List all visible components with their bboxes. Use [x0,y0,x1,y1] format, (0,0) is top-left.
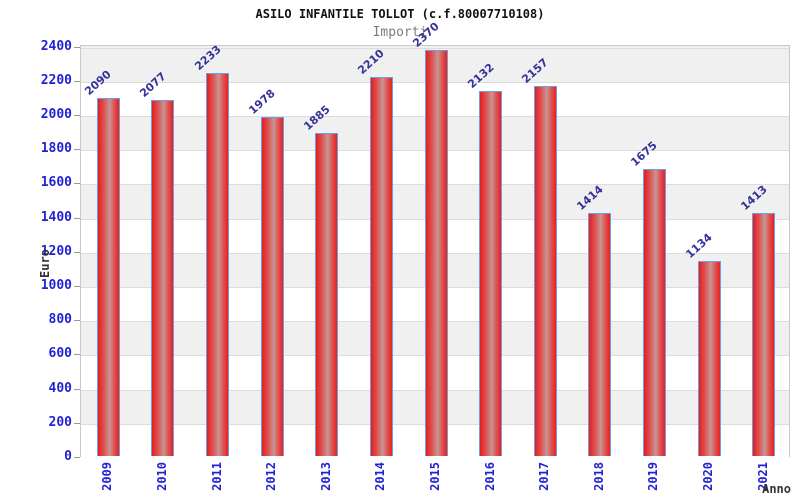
y-tick-mark [74,320,80,322]
y-tick-label: 2400 [40,38,72,54]
y-tick-label: 1400 [40,209,72,225]
x-tick-label: 2010 [155,462,169,491]
y-tick-mark [74,217,80,219]
y-tick-mark [74,183,80,185]
x-tick-label: 2018 [592,462,606,491]
bar [698,261,721,456]
y-tick-label: 800 [48,312,72,328]
gridline [81,47,789,49]
y-tick-label: 2000 [40,107,72,123]
bar [479,91,502,456]
y-tick-mark [74,80,80,82]
bar [370,77,393,456]
bar [206,73,229,456]
x-tick-label: 2011 [210,462,224,491]
y-tick-label: 1800 [40,141,72,157]
y-tick-label: 400 [48,380,72,396]
chart-subtitle: Importi [372,25,428,40]
bar [425,50,448,456]
bar [151,100,174,456]
y-tick-mark [74,115,80,117]
y-tick-label: 1000 [40,278,72,294]
y-tick-label: 200 [48,414,72,430]
y-tick-mark [74,251,80,253]
y-tick-mark [74,286,80,288]
x-tick-label: 2012 [264,462,278,491]
y-tick-label: 1200 [40,243,72,259]
x-tick-label: 2015 [428,462,442,491]
y-tick-label: 600 [48,346,72,362]
x-tick-label: 2019 [646,462,660,491]
y-axis-title: Euro [38,249,52,278]
y-tick-mark [74,457,80,458]
bar [97,98,120,456]
x-tick-label: 2020 [701,462,715,491]
y-tick-mark [74,422,80,424]
y-tick-label: 0 [64,449,72,464]
y-tick-label: 2200 [40,72,72,88]
x-tick-label: 2014 [373,462,387,491]
y-tick-label: 1600 [40,175,72,191]
x-tick-label: 2017 [537,462,551,491]
x-tick-label: 2013 [319,462,333,491]
bar [588,213,611,456]
y-tick-mark [74,46,80,48]
y-tick-mark [74,149,80,151]
x-tick-label: 2016 [483,462,497,491]
y-tick-mark [74,354,80,356]
x-axis-title: Anno [762,482,791,496]
plot-area [80,45,790,458]
x-tick-label: 2009 [100,462,114,491]
chart-title: ASILO INFANTILE TOLLOT (c.f.80007710108) [255,7,545,21]
bar [261,117,284,456]
y-tick-mark [74,388,80,390]
bar [534,86,557,456]
bar [643,169,666,456]
bar [315,133,338,456]
bar [752,213,775,456]
